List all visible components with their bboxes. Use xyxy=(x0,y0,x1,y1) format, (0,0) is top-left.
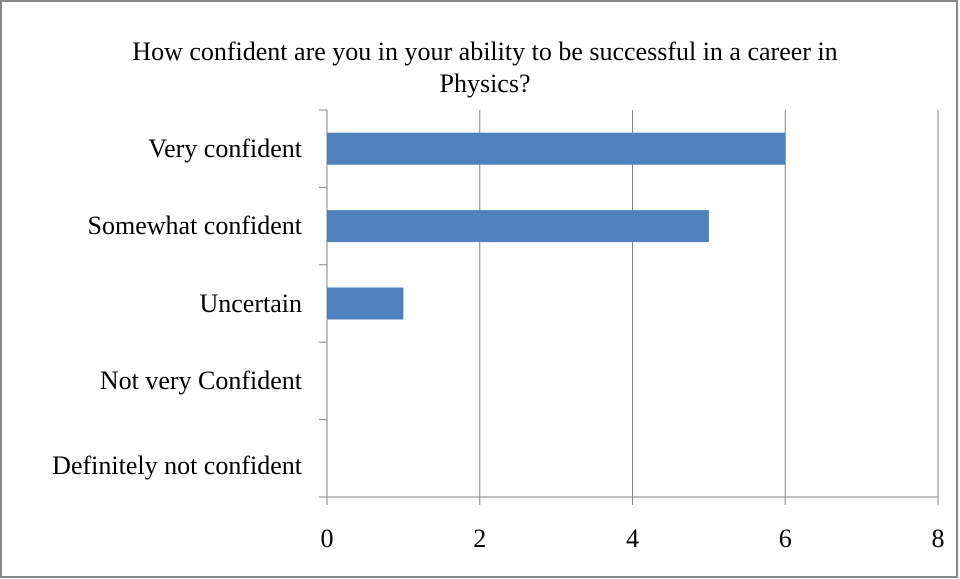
x-tick-label: 0 xyxy=(321,524,334,553)
x-tick-label: 4 xyxy=(626,524,639,553)
chart-title: How confident are you in your ability to… xyxy=(132,37,838,98)
bar xyxy=(327,132,786,165)
y-tick-label: Very confident xyxy=(148,133,302,163)
y-tick-label: Uncertain xyxy=(199,288,302,318)
x-tick-label: 6 xyxy=(779,524,792,553)
y-tick-label: Definitely not confident xyxy=(52,451,302,481)
x-tick-label: 2 xyxy=(473,524,486,553)
bar xyxy=(327,210,709,243)
y-tick-label: Somewhat confident xyxy=(87,211,302,241)
bar xyxy=(327,287,404,320)
x-tick-label: 8 xyxy=(932,524,945,553)
y-tick-label: Not very Confident xyxy=(99,365,302,395)
